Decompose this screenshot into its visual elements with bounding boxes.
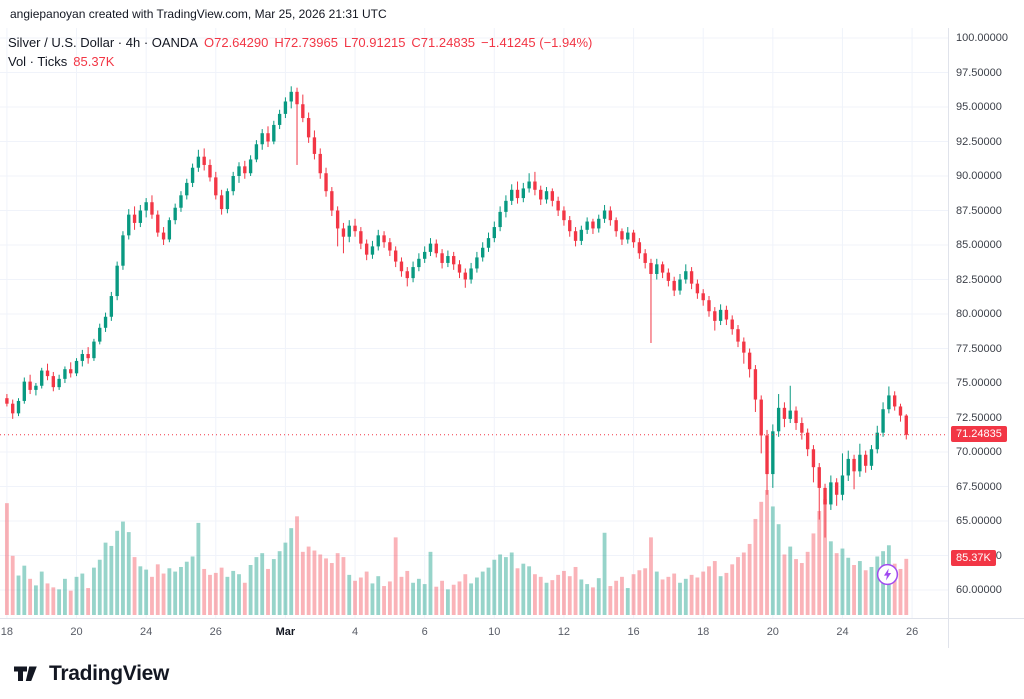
lightning-icon: [883, 568, 892, 581]
footer-bar: TradingView: [0, 648, 1024, 699]
flash-boost-button[interactable]: [876, 563, 899, 586]
time-axis-label: Mar: [275, 626, 296, 638]
volume-study-label[interactable]: Vol · Ticks: [8, 54, 68, 69]
time-axis-label: 20: [70, 626, 83, 638]
price-axis-label: 75.00000: [956, 377, 1002, 389]
time-axis-label: 26: [209, 626, 222, 638]
time-axis-label: 12: [557, 626, 571, 638]
time-axis-label: 18: [697, 626, 710, 638]
time-axis-label: 4: [351, 626, 359, 638]
price-axis-label: 97.50000: [956, 66, 1002, 79]
chart-plot-area[interactable]: Silver / U.S. Dollar · 4h · OANDA O72.64…: [0, 28, 948, 618]
time-axis[interactable]: 18 20 24 26 Mar 4 6 10 12 16 18 20 24 26: [0, 618, 948, 648]
price-axis-label: 67.50000: [956, 480, 1002, 493]
price-axis-label: 65.00000: [956, 515, 1002, 527]
time-axis-label: 20: [766, 626, 779, 638]
time-axis-label: 18: [0, 626, 14, 638]
symbol-title[interactable]: Silver / U.S. Dollar · 4h · OANDA: [8, 35, 198, 50]
price-axis-label: 95.00000: [956, 101, 1002, 113]
price-axis-label: 60.00000: [956, 584, 1002, 596]
price-axis[interactable]: 71.24835 85.37K 100.00000 97.50000 95.0000…: [948, 28, 1024, 618]
attribution-text: angiepanoyan created with TradingView.co…: [0, 0, 1024, 28]
time-axis-label: 16: [627, 626, 640, 638]
brand-wordmark[interactable]: TradingView: [49, 661, 170, 685]
tradingview-logo-icon[interactable]: [14, 662, 41, 685]
price-axis-label: 80.00000: [956, 308, 1002, 320]
time-axis-label: 6: [421, 626, 428, 638]
price-axis-label: 72.50000: [956, 411, 1002, 424]
volume-badge: 85.37K: [951, 549, 996, 566]
price-axis-label: 70.00000: [956, 446, 1002, 458]
last-price-badge: 71.24835: [951, 425, 1007, 442]
time-axis-label: 26: [905, 626, 919, 638]
time-axis-label: 10: [488, 626, 501, 638]
price-axis-label: 92.50000: [956, 135, 1002, 148]
price-axis-label: 85.00000: [956, 239, 1002, 251]
candlestick-chart[interactable]: [0, 28, 948, 618]
price-axis-label: 77.50000: [956, 342, 1002, 355]
price-axis-label: 90.00000: [956, 170, 1002, 182]
price-axis-label: 100.00000: [956, 32, 1008, 44]
price-axis-label: 87.50000: [956, 204, 1002, 217]
time-axis-label: 24: [836, 626, 849, 638]
time-axis-label: 24: [140, 626, 153, 638]
axis-corner: [948, 618, 1024, 648]
price-axis-label: 82.50000: [956, 273, 1002, 286]
